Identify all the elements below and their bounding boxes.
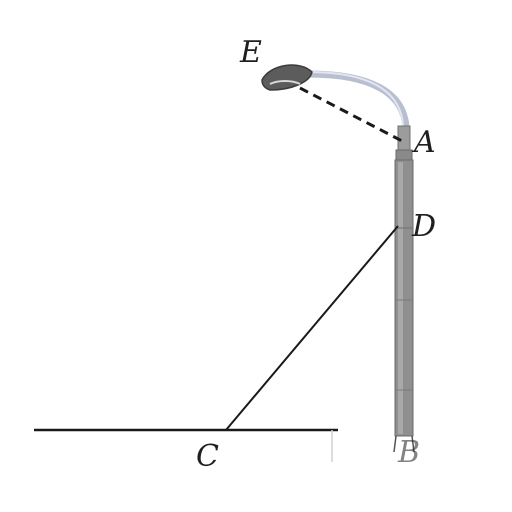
segment-ea-dashed <box>299 86 405 144</box>
lamp-arm <box>304 70 410 132</box>
label-c: C <box>196 439 219 474</box>
lamp-pole <box>393 125 415 453</box>
label-b: B <box>397 435 420 470</box>
label-a: A <box>411 125 436 160</box>
lamp-arm-highlight <box>307 71 404 127</box>
label-e: E <box>239 35 262 70</box>
lamp-head <box>261 64 313 91</box>
segment-cd <box>225 225 399 431</box>
label-d: D <box>411 209 436 244</box>
